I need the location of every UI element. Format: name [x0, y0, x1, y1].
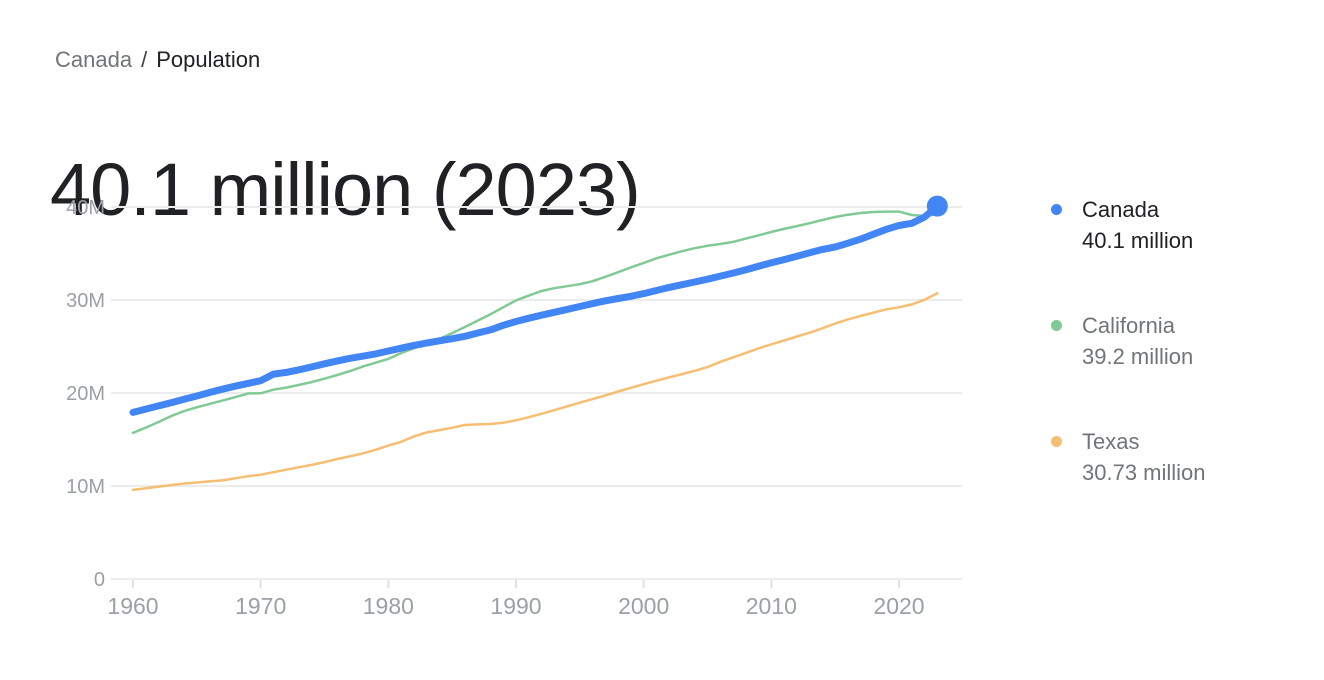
legend-name: Canada: [1082, 197, 1160, 222]
legend-entry-canada[interactable]: Canada 40.1 million: [1051, 194, 1206, 256]
legend-name: Texas: [1082, 429, 1140, 454]
page-title: 40.1 million (2023): [50, 147, 641, 231]
legend-value: 30.73 million: [1082, 460, 1206, 485]
breadcrumb-location[interactable]: Canada: [55, 47, 133, 72]
y-axis-label: 10M: [66, 476, 105, 498]
breadcrumb-metric: Population: [156, 47, 261, 72]
breadcrumb: Canada / Population: [55, 47, 260, 73]
y-axis-label: 0: [94, 569, 105, 591]
texas-series-dot-icon: [1051, 436, 1062, 447]
canada-series-dot-icon: [1051, 204, 1062, 215]
legend-value: 39.2 million: [1082, 344, 1194, 369]
x-axis-label: 1990: [490, 593, 541, 619]
series-line-texas[interactable]: [131, 291, 939, 492]
y-axis-label: 20M: [66, 383, 105, 405]
x-axis-label: 1970: [235, 593, 286, 619]
x-axis-label: 1980: [363, 593, 414, 619]
x-axis-label: 2010: [746, 593, 797, 619]
x-axis-label: 2020: [873, 593, 924, 619]
chart-legend: Canada 40.1 million California 39.2 mill…: [1051, 194, 1206, 542]
y-axis-label: 40M: [66, 197, 105, 219]
series-line-canada[interactable]: [129, 202, 941, 416]
x-axis-label: 2000: [618, 593, 669, 619]
legend-entry-california[interactable]: California 39.2 million: [1051, 310, 1206, 372]
legend-value: 40.1 million: [1082, 228, 1194, 253]
y-axis-label: 30M: [66, 290, 105, 312]
x-axis-label: 1960: [107, 593, 158, 619]
series-end-dot-canada[interactable]: [926, 195, 948, 217]
california-series-dot-icon: [1051, 320, 1062, 331]
legend-entry-texas[interactable]: Texas 30.73 million: [1051, 426, 1206, 488]
breadcrumb-separator: /: [141, 47, 148, 72]
legend-name: California: [1082, 313, 1175, 338]
series-line-california[interactable]: [131, 210, 939, 435]
